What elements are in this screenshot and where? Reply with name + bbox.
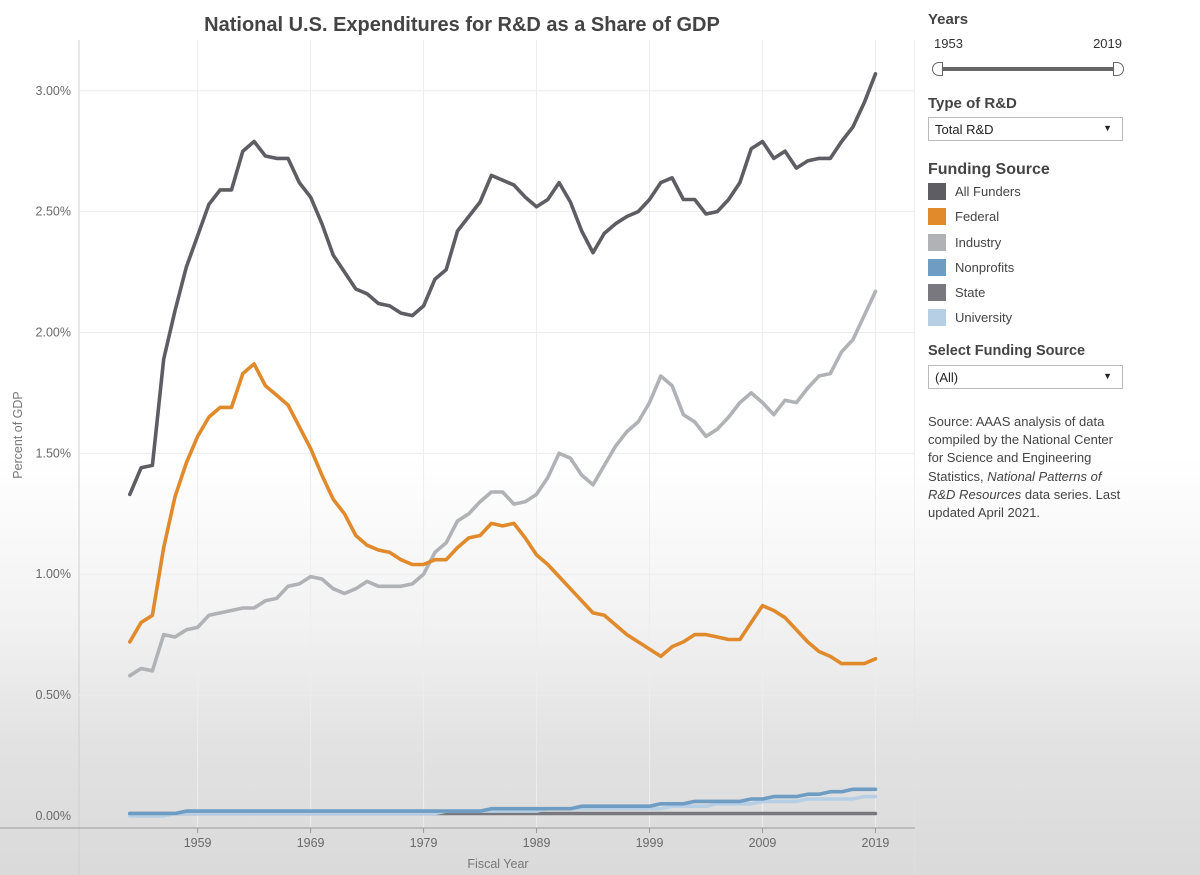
legend-item-state[interactable]: State: [928, 284, 1021, 309]
source-note: Source: AAAS analysis of data compiled b…: [928, 413, 1126, 522]
y-tick-label: 0.50%: [36, 688, 71, 702]
legend-swatch: [928, 258, 946, 276]
legend-item-all-funders[interactable]: All Funders: [928, 183, 1021, 208]
legend-swatch: [928, 208, 946, 226]
x-tick-label: 1999: [636, 836, 664, 850]
legend-swatch: [928, 284, 946, 302]
type-of-rd-heading: Type of R&D: [928, 95, 1017, 112]
y-axis-title: Percent of GDP: [11, 391, 25, 479]
legend-label: University: [955, 310, 1013, 326]
x-tick-label: 1959: [184, 836, 212, 850]
y-tick-label: 3.00%: [36, 84, 71, 98]
years-heading: Years: [928, 11, 969, 28]
chevron-down-icon: ▼: [1103, 371, 1112, 381]
series-line-federal[interactable]: [128, 362, 878, 666]
plot-area[interactable]: [128, 72, 878, 818]
years-slider-end-handle[interactable]: [1113, 62, 1124, 76]
y-axis: 0.00% 0.50% 1.00% 1.50% 2.00% 2.50% 3.00%: [36, 84, 71, 823]
years-start-label: 1953: [934, 36, 963, 51]
legend-item-nonprofits[interactable]: Nonprofits: [928, 258, 1021, 284]
x-tick-label: 1989: [523, 836, 551, 850]
grid: [0, 40, 915, 875]
x-tick-label: 2009: [749, 836, 777, 850]
series-line-nonprofits[interactable]: [128, 787, 878, 816]
x-axis-title: Fiscal Year: [467, 857, 528, 871]
legend-label: Federal: [955, 209, 1000, 225]
legend-label: Industry: [955, 234, 1002, 250]
y-tick-label: 0.00%: [36, 809, 71, 823]
y-tick-label: 2.00%: [36, 325, 71, 339]
funding-source-legend: All Funders Federal Industry Nonprofits Stat…: [928, 183, 1021, 335]
series-line-university[interactable]: [128, 794, 878, 818]
years-slider-start-handle[interactable]: [932, 62, 943, 76]
source-note-suffix: data series. Last updated April 2021.: [928, 486, 1121, 521]
select-funding-source-heading: Select Funding Source: [928, 343, 1086, 359]
x-tick-label: 2019: [862, 836, 890, 850]
funding-source-selected: (All): [935, 370, 959, 385]
y-tick-label: 1.50%: [36, 446, 71, 460]
x-tick-label: 1979: [410, 836, 438, 850]
legend-swatch: [928, 183, 946, 200]
legend-label: State: [955, 285, 986, 301]
y-tick-label: 2.50%: [36, 205, 71, 219]
years-slider[interactable]: [932, 62, 1124, 76]
chart-title: National U.S. Expenditures for R&D as a …: [204, 14, 720, 36]
type-of-rd-selected: Total R&D: [935, 122, 994, 137]
chevron-down-icon: ▼: [1103, 123, 1112, 133]
chart: National U.S. Expenditures for R&D as a …: [0, 14, 915, 875]
funding-source-heading: Funding Source: [928, 161, 1050, 178]
legend-label: All Funders: [955, 184, 1021, 199]
x-tick-label: 1969: [297, 836, 325, 850]
series-line-industry[interactable]: [128, 289, 878, 678]
source-note-prefix: Source: AAAS analysis of data compiled b…: [928, 414, 1113, 484]
legend-item-federal[interactable]: Federal: [928, 208, 1021, 233]
years-slider-track[interactable]: [938, 67, 1118, 71]
source-note-title: National Patterns of R&D Resources: [928, 468, 1102, 502]
legend-swatch: [928, 309, 946, 327]
x-axis: 1959 1969 1979 1989 1999 2009 2019: [184, 828, 890, 850]
series-line-all-funders[interactable]: [128, 72, 878, 497]
y-tick-label: 1.00%: [36, 567, 71, 581]
years-end-label: 2019: [1093, 36, 1122, 51]
legend-label: Nonprofits: [955, 259, 1015, 275]
type-of-rd-dropdown[interactable]: Total R&D ▼: [928, 117, 1123, 141]
legend-item-industry[interactable]: Industry: [928, 233, 1021, 259]
legend-swatch: [928, 233, 946, 251]
funding-source-dropdown[interactable]: (All) ▼: [928, 365, 1123, 389]
legend-item-university[interactable]: University: [928, 309, 1021, 334]
